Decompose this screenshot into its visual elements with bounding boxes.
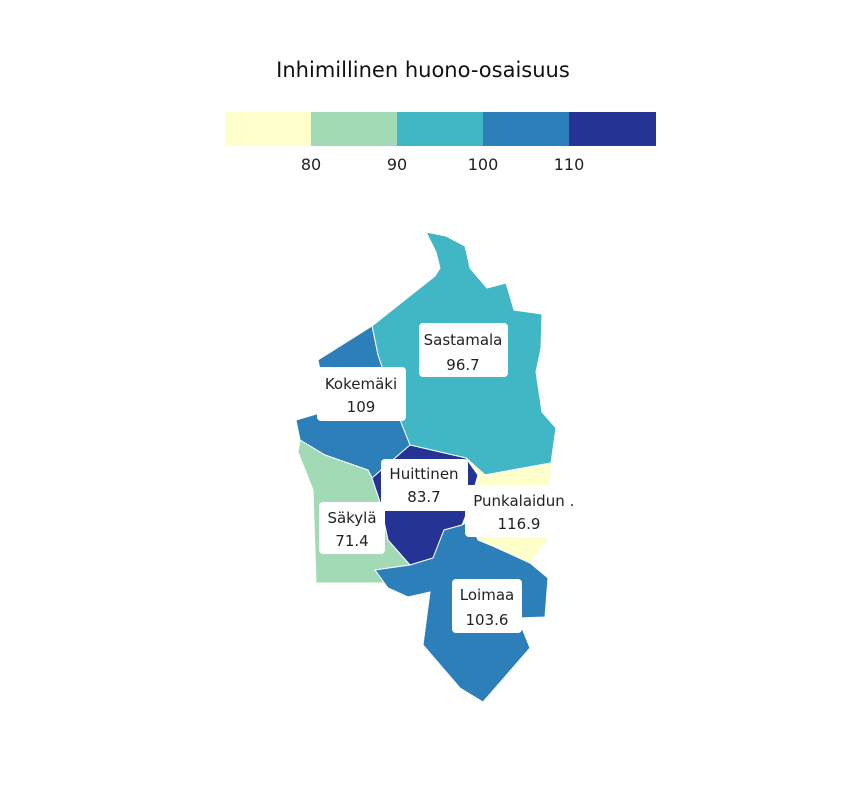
map-title: Inhimillinen huono-osaisuus xyxy=(276,58,570,82)
stray-mark: . xyxy=(570,492,575,510)
region-value: 103.6 xyxy=(466,611,509,629)
label-kokemaki: Kokemäki 109 xyxy=(317,367,406,421)
legend-tick: 110 xyxy=(554,155,585,174)
region-value: 109 xyxy=(347,398,376,416)
region-name: Kokemäki xyxy=(325,375,397,393)
label-sakyla: Säkylä 71.4 xyxy=(319,502,385,554)
region-name: Punkalaidun xyxy=(473,492,564,510)
region-labels: Sastamala 96.7 Kokemäki 109 Huittinen 83… xyxy=(317,323,575,633)
legend-tick: 100 xyxy=(468,155,499,174)
label-loimaa: Loimaa 103.6 xyxy=(452,579,522,633)
label-punkalaidun: Punkalaidun 116.9 . xyxy=(465,485,575,537)
color-legend: 80 90 100 110 xyxy=(225,112,656,174)
legend-swatch-4 xyxy=(483,112,570,146)
legend-tick: 90 xyxy=(387,155,407,174)
region-value: 83.7 xyxy=(407,488,440,506)
region-name: Huittinen xyxy=(389,465,458,483)
legend-tick: 80 xyxy=(301,155,321,174)
legend-swatch-2 xyxy=(311,112,398,146)
label-sastamala: Sastamala 96.7 xyxy=(419,323,508,377)
region-value: 96.7 xyxy=(446,356,479,374)
region-name: Sastamala xyxy=(424,331,503,349)
region-name: Loimaa xyxy=(460,586,514,604)
legend-swatch-1 xyxy=(225,112,312,146)
legend-swatch-3 xyxy=(397,112,484,146)
region-value: 71.4 xyxy=(335,532,368,550)
region-value: 116.9 xyxy=(498,515,541,533)
label-huittinen: Huittinen 83.7 xyxy=(381,459,468,511)
region-name: Säkylä xyxy=(327,509,376,527)
legend-swatch-5 xyxy=(569,112,656,146)
